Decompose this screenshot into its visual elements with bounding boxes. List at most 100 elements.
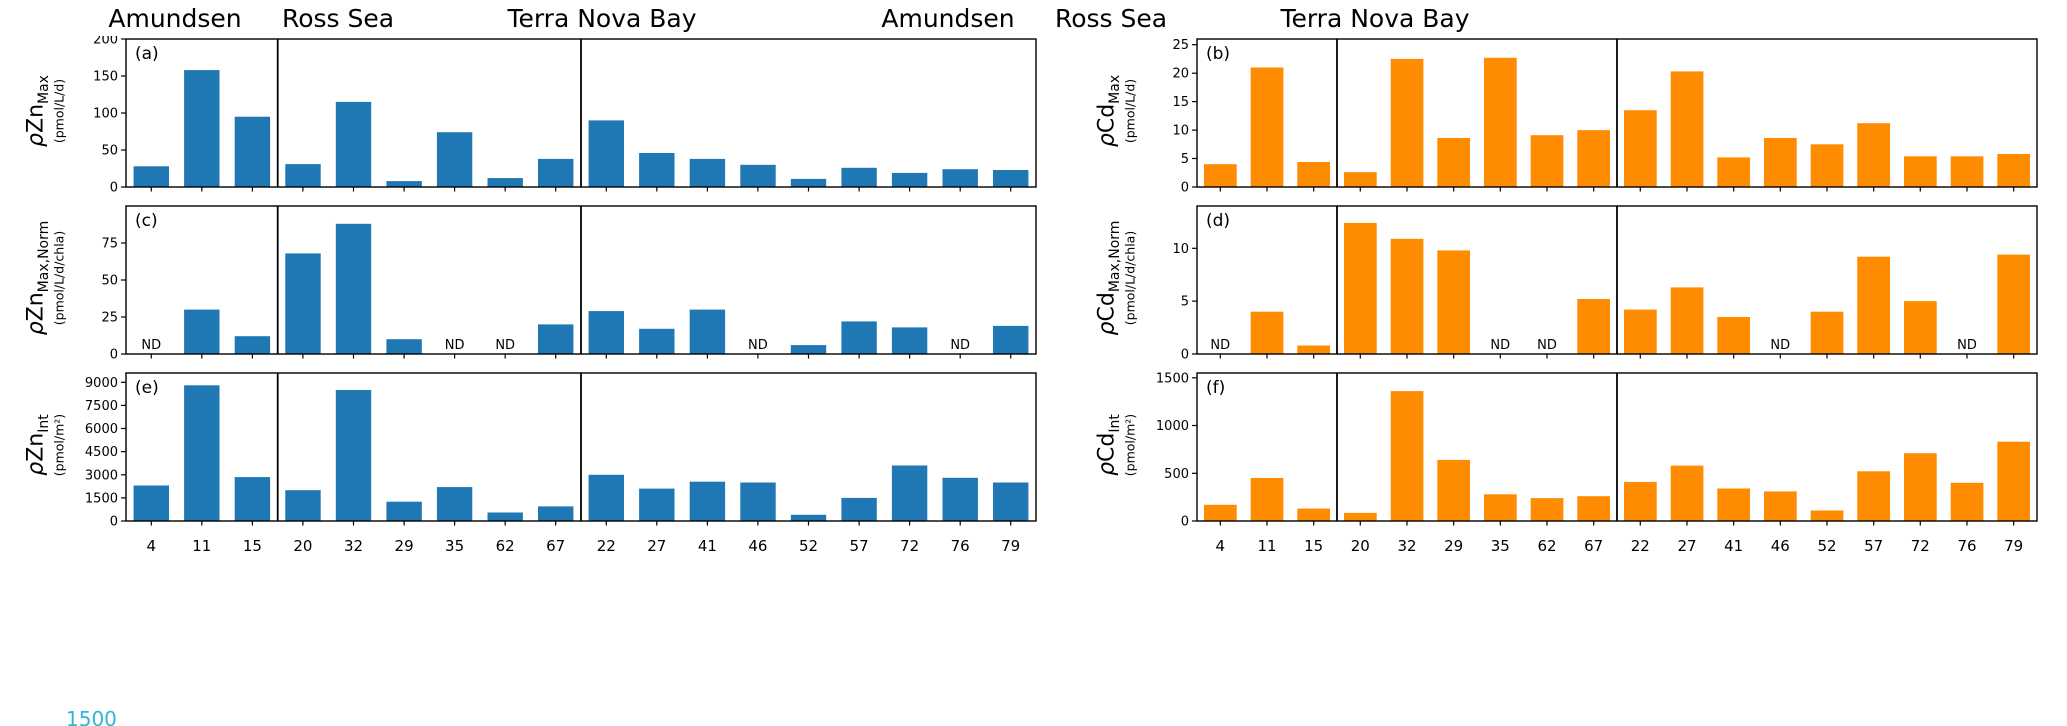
- bar: [487, 512, 523, 521]
- element-symbol: Cd: [1094, 104, 1120, 134]
- bar: [841, 321, 877, 354]
- y-tick-label: 3000: [85, 468, 118, 483]
- bar: [133, 485, 169, 521]
- zn-column: ρZnMax (pmol/L/d) 0 50 100 150 200 (a) ρZnMax…: [14, 36, 1039, 559]
- bar: [1717, 157, 1750, 187]
- figure-root: ρZnMax (pmol/L/d) 0 50 100 150 200 (a) ρZnMax…: [14, 36, 2040, 559]
- bar: [588, 311, 624, 354]
- bar: [1297, 162, 1330, 187]
- bar: [790, 178, 827, 187]
- y-tick-label: 0: [110, 515, 118, 530]
- cropped-partial-text: 1500: [66, 707, 117, 726]
- x-tick-label: 41: [697, 537, 717, 555]
- bar: [538, 158, 574, 187]
- bar: [386, 181, 422, 187]
- bar: [1810, 311, 1844, 354]
- x-tick-label: 52: [1817, 537, 1837, 555]
- bar: [1904, 453, 1937, 521]
- bar: [1250, 67, 1284, 187]
- bar: [1530, 498, 1564, 521]
- rho-symbol: ρ: [1094, 133, 1120, 148]
- y-tick-label: 15: [1172, 95, 1189, 110]
- bar: [1437, 250, 1470, 354]
- y-axis-unit: (pmol/m²): [1122, 414, 1137, 477]
- x-tick-label: 22: [596, 537, 616, 555]
- panel-letter: (c): [135, 211, 158, 231]
- bar: [1204, 504, 1237, 521]
- cd-column: ρCdMax (pmol/L/d) 0 5 10 15 20 25 (b) ρCdMax,N…: [1085, 36, 2040, 559]
- bar: [133, 166, 169, 187]
- bar: [1250, 478, 1284, 521]
- x-tick-label: 4: [146, 537, 157, 555]
- x-tick-label: 27: [647, 537, 667, 555]
- panel-e: ρZnInt (pmol/m²) 0 1500 3000 4500 6000 7500 90…: [14, 370, 1039, 530]
- y-tick-label: 25: [101, 311, 118, 326]
- bar: [1577, 299, 1610, 354]
- label-subscript: Int: [35, 414, 52, 433]
- y-tick-label: 50: [101, 144, 118, 159]
- y-tick-label: 5: [1181, 152, 1189, 167]
- nd-label: ND: [1957, 338, 1977, 353]
- bar: [1997, 154, 2030, 187]
- rho-symbol: ρ: [23, 133, 49, 148]
- x-tick-label: 76: [950, 537, 970, 555]
- x-tick-label: 15: [1304, 537, 1324, 555]
- y-tick-label: 0: [1181, 181, 1189, 196]
- element-symbol: Zn: [23, 104, 49, 134]
- x-tick-label: 72: [900, 537, 920, 555]
- x-tick-label: 62: [495, 537, 515, 555]
- panel-c: ρZnMax,Norm (pmol/L/d/chla) ND ND ND ND ND 0 2…: [14, 203, 1039, 363]
- bar: [234, 336, 271, 354]
- bar: [234, 477, 271, 521]
- y-tick-label: 10: [1172, 124, 1189, 139]
- nd-label: ND: [1770, 338, 1790, 353]
- bar: [335, 223, 372, 354]
- x-tick-label: 4: [1215, 537, 1226, 555]
- element-symbol: Zn: [23, 292, 49, 322]
- bar: [1437, 138, 1470, 187]
- x-tick-label: 27: [1677, 537, 1697, 555]
- bar: [1297, 345, 1330, 354]
- bar: [1484, 57, 1517, 187]
- panel-d: ρCdMax,Norm (pmol/L/d/chla) ND ND ND ND ND 0 5…: [1085, 203, 2040, 363]
- x-tick-label: 46: [748, 537, 768, 555]
- x-axis-station-labels-cd: 4 11 15 20 32 29 35 62 67 22 27 41 46 52 57 72 76 79: [1147, 537, 2040, 559]
- x-tick-label: 62: [1537, 537, 1557, 555]
- y-tick-label: 5: [1181, 295, 1189, 310]
- x-tick-label: 52: [798, 537, 819, 555]
- bar: [841, 167, 877, 187]
- bar: [1624, 110, 1657, 187]
- bar: [891, 465, 928, 521]
- bar: [1810, 144, 1844, 187]
- bar: [1344, 512, 1377, 521]
- nd-label: ND: [748, 338, 768, 353]
- plot-d: ND ND ND ND ND 0 5 10 (d): [1147, 203, 2040, 363]
- element-symbol: Zn: [23, 432, 49, 462]
- rho-symbol: ρ: [1094, 321, 1120, 336]
- bar: [1764, 491, 1797, 521]
- y-tick-label: 50: [101, 274, 118, 289]
- bar: [1857, 471, 1890, 521]
- label-subscript: Int: [1106, 414, 1123, 433]
- bar: [1624, 481, 1657, 521]
- label-subscript: Max,Norm: [1106, 220, 1123, 293]
- bar: [1857, 256, 1890, 354]
- bar: [790, 345, 827, 354]
- bar: [841, 497, 877, 521]
- nd-label: ND: [1490, 338, 1510, 353]
- x-tick-label: 20: [1350, 537, 1370, 555]
- bar: [335, 390, 372, 521]
- x-tick-label: 29: [394, 537, 414, 555]
- panel-letter: (d): [1206, 211, 1230, 231]
- bar: [386, 339, 422, 354]
- bar: [538, 506, 574, 521]
- y-tick-label: 1500: [1156, 371, 1189, 386]
- bar: [639, 488, 675, 521]
- panel-a: ρZnMax (pmol/L/d) 0 50 100 150 200 (a): [14, 36, 1039, 196]
- bar: [942, 169, 978, 187]
- bar: [1810, 510, 1844, 521]
- x-tick-label: 57: [849, 537, 869, 555]
- bar: [689, 309, 726, 354]
- panel-letter: (f): [1206, 378, 1225, 398]
- y-tick-label: 0: [1181, 348, 1189, 363]
